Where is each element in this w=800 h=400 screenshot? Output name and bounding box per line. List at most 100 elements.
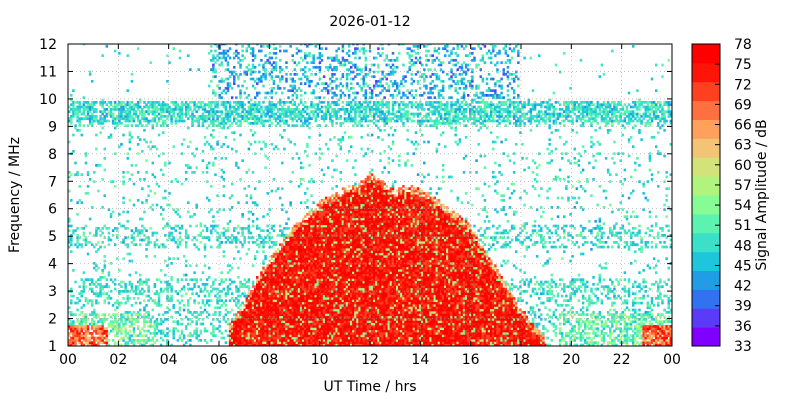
heat-cell [214,224,217,228]
heat-cell [268,311,272,314]
heat-cell [287,329,290,333]
heat-cell [235,320,238,324]
heat-cell [258,329,261,333]
heat-cell [222,318,226,321]
heat-cell [256,77,259,81]
heat-cell [331,332,334,335]
heat-cell [105,226,109,230]
heat-cell [324,233,328,237]
heat-cell [86,336,90,340]
heat-cell [224,320,228,324]
heat-cell [324,250,328,254]
heat-cell [272,334,276,338]
heat-cell [93,322,96,326]
heat-cell [99,233,102,237]
heat-cell [212,226,215,230]
heat-cell [304,82,307,86]
heat-cell [287,100,290,104]
heat-cell [329,208,332,212]
heat-cell [308,163,311,167]
heat-cell [310,247,313,251]
heat-cell [308,252,311,256]
heat-cell [220,110,223,114]
heat-cell [314,96,317,100]
heat-cell [197,121,200,125]
heat-cell [235,54,238,58]
heat-cell [287,110,290,114]
heat-cell [278,257,282,261]
heat-cell [274,257,278,261]
heat-cell [260,325,263,328]
heat-cell [147,238,150,242]
heat-cell [228,327,232,331]
heat-cell [109,261,113,265]
heat-cell [306,306,309,310]
heat-cell [316,222,320,226]
heat-cell [157,292,161,296]
heat-cell [264,72,267,76]
heat-cell [197,334,200,338]
heat-cell [178,56,182,60]
heat-cell [262,336,265,340]
heat-cell [331,75,334,79]
heat-cell [101,98,104,102]
heat-cell [308,240,311,244]
heat-cell [289,308,292,312]
heat-cell [176,292,180,296]
heat-cell [237,336,240,340]
heat-cell [324,210,328,214]
heat-cell [283,107,286,111]
heat-cell [306,112,309,116]
heat-cell [103,245,106,249]
heat-cell [264,292,267,296]
heat-cell [70,236,73,240]
heat-cell [107,100,111,104]
heat-cell [116,105,119,109]
heat-cell [241,341,244,345]
heat-cell [297,325,301,328]
heat-cell [322,247,326,251]
heat-cell [312,280,315,284]
heat-cell [247,247,251,251]
heat-cell [70,107,73,111]
heat-cell [107,273,111,277]
heat-cell [130,325,134,328]
heat-cell [293,86,297,90]
heat-cell [224,308,228,312]
heat-cell [226,292,230,296]
heat-cell [78,313,81,317]
heat-cell [157,299,161,303]
heat-cell [291,259,294,263]
heat-cell [101,117,104,121]
heat-cell [283,332,286,335]
heat-cell [193,271,196,275]
heat-cell [214,56,217,60]
heat-cell [270,332,274,335]
heat-cell [101,231,104,235]
heat-cell [262,278,265,282]
heat-cell [260,322,263,326]
heat-cell [172,306,175,310]
heat-cell [205,278,209,282]
heat-cell [220,103,223,107]
heat-cell [306,77,309,81]
heat-cell [166,282,169,286]
heat-cell [320,215,324,219]
heat-cell [262,238,265,242]
heat-cell [312,303,315,307]
heat-cell [274,189,278,193]
heat-cell [124,322,127,326]
heat-cell [278,196,282,200]
heat-cell [310,301,313,305]
heat-cell [314,336,317,340]
heat-cell [90,278,94,282]
heat-cell [297,339,301,342]
heat-cell [272,289,276,293]
heat-cell [189,339,192,342]
heat-cell [251,170,255,174]
heat-cell [243,339,246,342]
heat-cell [316,313,320,317]
heat-cell [82,103,86,107]
heat-cell [116,107,119,111]
heat-cell [322,112,326,116]
